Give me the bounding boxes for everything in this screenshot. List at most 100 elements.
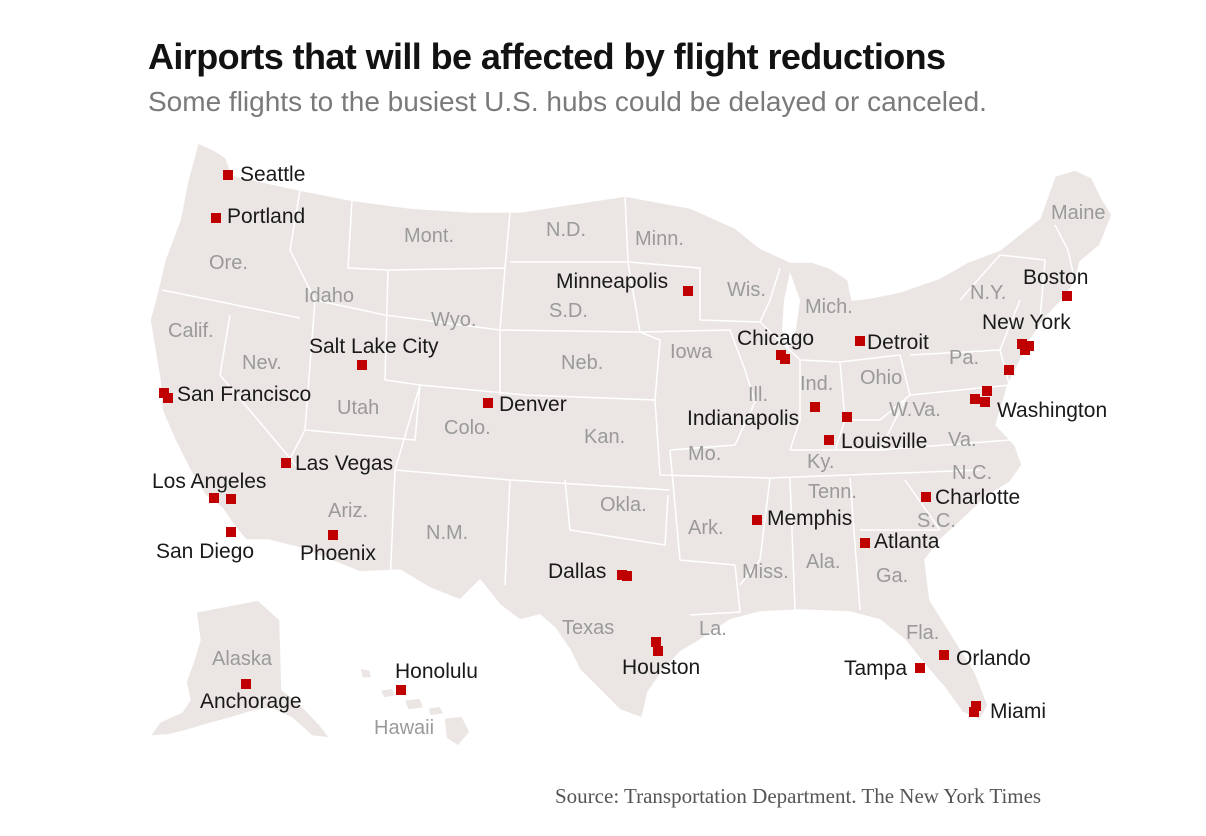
airport-marker-miami-1 — [971, 701, 981, 711]
city-label-houston: Houston — [622, 656, 700, 679]
state-label-tn: Tenn. — [808, 481, 857, 503]
state-label-va: Va. — [948, 429, 977, 451]
state-label-me: Maine — [1051, 202, 1105, 224]
airport-marker-honolulu — [396, 685, 406, 695]
map-subtitle: Some flights to the busiest U.S. hubs co… — [148, 86, 987, 117]
city-label-washington: Washington — [997, 399, 1107, 422]
airport-marker-las-vegas — [281, 458, 291, 468]
airport-marker-new-york-1 — [1017, 339, 1027, 349]
state-label-oh: Ohio — [860, 367, 902, 389]
airport-marker-portland — [211, 213, 221, 223]
state-label-nm: N.M. — [426, 522, 468, 544]
airport-marker-washington-3 — [980, 397, 990, 407]
state-label-fl: Fla. — [906, 622, 939, 644]
airport-marker-miami-2 — [969, 707, 979, 717]
airport-marker-indianapolis — [810, 402, 820, 412]
lower48-landmass — [149, 142, 1113, 721]
city-label-tampa: Tampa — [844, 657, 907, 680]
airport-marker-minneapolis — [683, 286, 693, 296]
state-label-wv: W.Va. — [889, 399, 941, 421]
airport-marker-boston — [1062, 291, 1072, 301]
city-labels: Seattle Portland San Francisco Los Angel… — [152, 163, 1107, 723]
state-labels: Ore. Calif. Nev. Idaho Mont. Wyo. Utah C… — [168, 202, 1105, 739]
airport-marker-philadelphia — [1004, 365, 1014, 375]
state-label-sc: S.C. — [917, 510, 956, 532]
state-label-nc: N.C. — [952, 462, 992, 484]
city-label-dallas: Dallas — [548, 560, 606, 583]
state-label-la: La. — [699, 618, 727, 640]
city-label-salt-lake-city: Salt Lake City — [309, 335, 439, 358]
state-label-ne: Neb. — [561, 352, 603, 374]
city-label-phoenix: Phoenix — [300, 542, 376, 565]
city-label-miami: Miami — [990, 700, 1046, 723]
airport-marker-charlotte — [921, 492, 931, 502]
airport-marker-orlando — [939, 650, 949, 660]
state-label-ca: Calif. — [168, 320, 214, 342]
airport-marker-san-diego — [226, 527, 236, 537]
map-title: Airports that will be affected by flight… — [148, 36, 946, 77]
lake-michigan — [782, 272, 800, 350]
state-label-ia: Iowa — [670, 341, 713, 363]
airport-marker-atlanta — [860, 538, 870, 548]
city-label-san-francisco: San Francisco — [177, 383, 311, 406]
city-label-louisville: Louisville — [841, 430, 927, 453]
airport-marker-denver — [483, 398, 493, 408]
airport-marker-los-angeles-2 — [226, 494, 236, 504]
alaska-landmass — [149, 599, 331, 739]
airport-marker-detroit — [855, 336, 865, 346]
state-label-tx: Texas — [562, 617, 614, 639]
state-label-al: Ala. — [806, 551, 840, 573]
airport-marker-anchorage — [241, 679, 251, 689]
airport-marker-washington-1 — [970, 394, 980, 404]
state-label-co: Colo. — [444, 417, 491, 439]
city-label-orlando: Orlando — [956, 647, 1031, 670]
state-label-wi: Wis. — [727, 279, 766, 301]
city-label-memphis: Memphis — [767, 507, 852, 530]
airport-markers — [159, 170, 1072, 717]
state-label-mt: Mont. — [404, 225, 454, 247]
airport-marker-chicago-2 — [780, 354, 790, 364]
airport-marker-tampa — [915, 663, 925, 673]
city-label-san-diego: San Diego — [156, 540, 254, 563]
city-label-minneapolis: Minneapolis — [556, 270, 668, 293]
state-label-id: Idaho — [304, 285, 354, 307]
airport-marker-louisville — [824, 435, 834, 445]
state-label-ga: Ga. — [876, 565, 908, 587]
airport-marker-new-york-3 — [1020, 345, 1030, 355]
state-label-ar: Ark. — [688, 517, 724, 539]
airport-marker-cincinnati — [842, 412, 852, 422]
airport-marker-los-angeles-1 — [209, 493, 219, 503]
state-label-or: Ore. — [209, 252, 248, 274]
state-label-in: Ind. — [800, 373, 833, 395]
airport-marker-san-francisco-2 — [163, 393, 173, 403]
state-label-wy: Wyo. — [431, 309, 476, 331]
hawaii-islands — [359, 667, 471, 747]
airport-marker-salt-lake-city — [357, 360, 367, 370]
city-label-las-vegas: Las Vegas — [295, 452, 393, 475]
state-label-pa: Pa. — [949, 347, 979, 369]
state-label-sd: S.D. — [549, 300, 588, 322]
state-label-ak: Alaska — [212, 648, 273, 670]
city-label-charlotte: Charlotte — [935, 486, 1020, 509]
state-label-il: Ill. — [748, 384, 768, 406]
airport-marker-memphis — [752, 515, 762, 525]
city-label-boston: Boston — [1023, 266, 1088, 289]
state-label-ok: Okla. — [600, 494, 647, 516]
state-label-mn: Minn. — [635, 228, 684, 250]
state-label-nv: Nev. — [242, 352, 282, 374]
city-label-new-york: New York — [982, 311, 1071, 334]
state-label-mi: Mich. — [805, 296, 853, 318]
city-label-denver: Denver — [499, 393, 567, 416]
source-credit: Source: Transportation Department. The N… — [555, 784, 1042, 808]
airport-marker-houston-1 — [651, 637, 661, 647]
state-borders — [161, 189, 1076, 616]
city-label-los-angeles: Los Angeles — [152, 470, 266, 493]
city-label-honolulu: Honolulu — [395, 660, 478, 683]
state-label-ut: Utah — [337, 397, 379, 419]
airport-marker-houston-2 — [653, 646, 663, 656]
city-label-detroit: Detroit — [867, 331, 929, 354]
airport-marker-washington-2 — [982, 386, 992, 396]
city-label-anchorage: Anchorage — [200, 690, 302, 713]
city-label-seattle: Seattle — [240, 163, 305, 186]
